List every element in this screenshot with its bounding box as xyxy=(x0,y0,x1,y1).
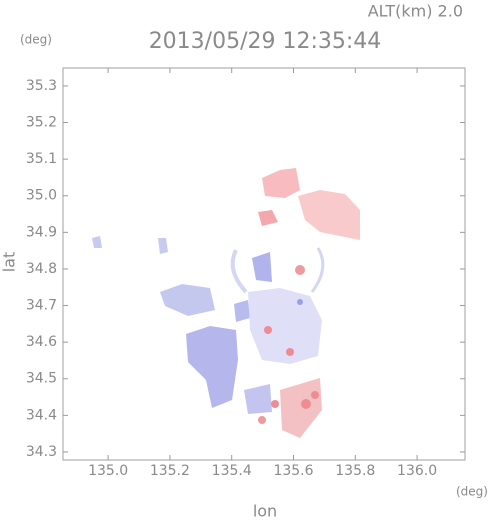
x-tick-label: 135.6 xyxy=(273,463,313,479)
x-unit: (deg) xyxy=(456,485,488,499)
x-tick-label: 135.0 xyxy=(88,463,128,479)
y-tick-label: 34.3 xyxy=(26,444,57,460)
echo-field xyxy=(92,168,360,438)
x-tick-label: 135.4 xyxy=(212,463,252,479)
y-tick-label: 35.0 xyxy=(26,188,57,204)
y-tick-label: 35.2 xyxy=(26,115,57,131)
y-tick-label: 34.9 xyxy=(26,224,57,240)
chart-title: 2013/05/29 12:35:44 xyxy=(149,29,382,54)
y-tick-label: 34.5 xyxy=(26,371,57,387)
x-tick-label: 136.0 xyxy=(397,463,437,479)
y-tick-label: 34.4 xyxy=(26,407,57,423)
plot-frame xyxy=(62,67,466,461)
y-axis-label: lat xyxy=(0,252,19,273)
x-axis-label: lon xyxy=(253,502,277,521)
y-tick-label: 34.8 xyxy=(26,261,57,277)
x-tick-label: 135.2 xyxy=(150,463,190,479)
x-tick-label: 135.8 xyxy=(335,463,375,479)
y-tick-label: 34.7 xyxy=(26,298,57,314)
y-unit: (deg) xyxy=(20,33,52,47)
y-tick-label: 35.1 xyxy=(26,151,57,167)
y-tick-label: 34.6 xyxy=(26,334,57,350)
annotation: ALT(km) 2.0 xyxy=(368,2,463,21)
y-tick-label: 35.3 xyxy=(26,78,57,94)
